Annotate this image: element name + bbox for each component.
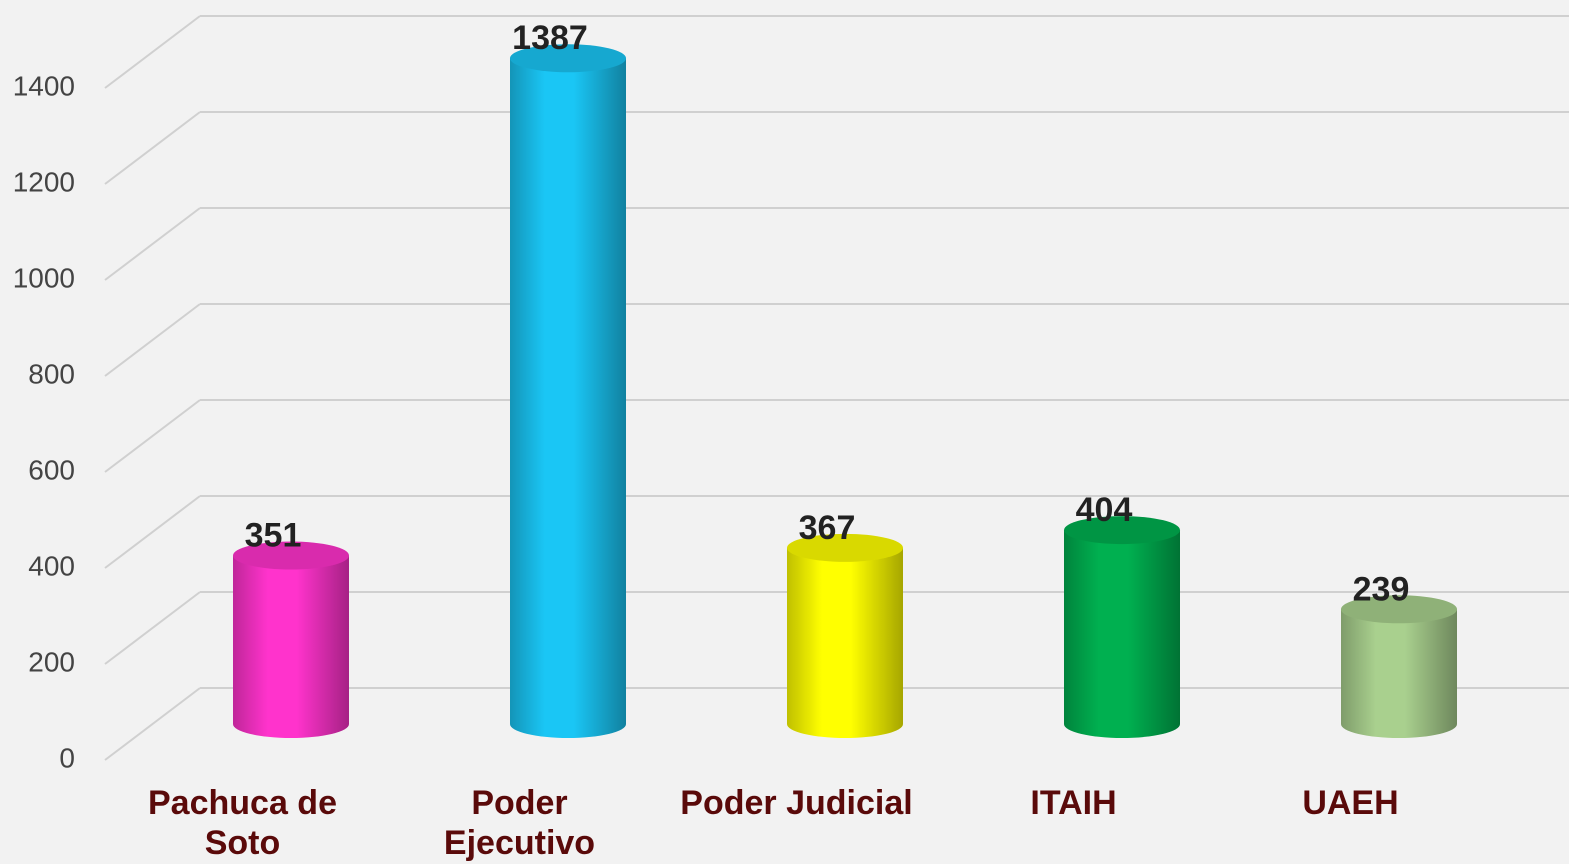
grid-line-side bbox=[104, 399, 201, 473]
bar-shade bbox=[1341, 609, 1457, 738]
x-tick-label: UAEH bbox=[1302, 784, 1399, 822]
bar bbox=[233, 541, 349, 738]
bar-top bbox=[1341, 595, 1457, 624]
bar-top-shade bbox=[1064, 516, 1180, 545]
bar bbox=[1064, 516, 1180, 738]
bar-top-shade bbox=[510, 44, 626, 73]
bar bbox=[510, 44, 626, 739]
bar-top bbox=[787, 533, 903, 562]
grid-line-side bbox=[104, 303, 201, 377]
y-tick-label: 1400 bbox=[13, 70, 75, 101]
value-label: 404 bbox=[1076, 491, 1133, 529]
bar-shade bbox=[1064, 530, 1180, 738]
bar-top-shade bbox=[787, 533, 903, 562]
x-tick-label: Poder Ejecutivo bbox=[443, 784, 596, 862]
grid-line-side bbox=[104, 207, 201, 281]
bar-top-shade bbox=[233, 541, 349, 570]
bar-shade bbox=[510, 58, 626, 739]
y-tick-label: 200 bbox=[28, 646, 75, 677]
value-label: 239 bbox=[1353, 570, 1410, 608]
x-tick-label: Pachuca de Soto bbox=[148, 784, 337, 862]
value-label: 351 bbox=[245, 517, 302, 555]
y-tick-label: 600 bbox=[28, 454, 75, 485]
grid-line-side bbox=[104, 111, 201, 185]
x-tick-label: ITAIH bbox=[1030, 784, 1117, 822]
bar-shade bbox=[233, 555, 349, 738]
bar-top bbox=[1064, 516, 1180, 545]
value-label: 1387 bbox=[512, 19, 588, 57]
bar-shade bbox=[787, 547, 903, 738]
y-tick-label: 1000 bbox=[13, 262, 75, 293]
grid-line-side bbox=[104, 687, 201, 761]
value-label: 367 bbox=[799, 509, 856, 547]
grid-line-side bbox=[104, 591, 201, 665]
y-tick-label: 800 bbox=[28, 358, 75, 389]
bar-top-shade bbox=[1341, 595, 1457, 624]
bar-top bbox=[510, 44, 626, 73]
y-tick-label: 400 bbox=[28, 550, 75, 581]
grid-line-side bbox=[104, 15, 201, 89]
bar-top bbox=[233, 541, 349, 570]
y-tick-label: 0 bbox=[59, 742, 75, 773]
bar bbox=[787, 533, 903, 738]
grid-line-side bbox=[104, 495, 201, 569]
bar bbox=[1341, 595, 1457, 738]
y-tick-label: 1200 bbox=[13, 166, 75, 197]
x-tick-label: Poder Judicial bbox=[680, 784, 913, 822]
